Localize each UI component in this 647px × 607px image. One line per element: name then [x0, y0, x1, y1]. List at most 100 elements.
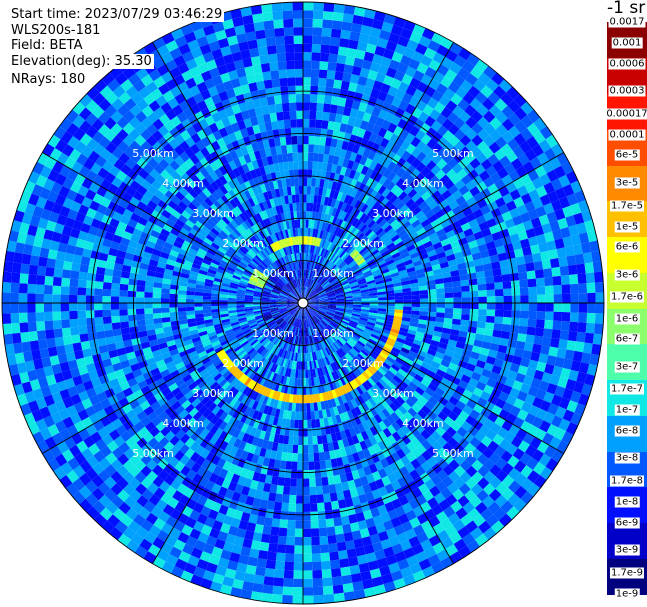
data-cell [349, 248, 358, 257]
data-cell [303, 2, 314, 11]
data-cell [453, 117, 466, 130]
data-cell [400, 139, 411, 151]
data-cell [326, 70, 336, 80]
data-cell [310, 77, 319, 87]
data-cell [500, 92, 514, 106]
data-cell [303, 144, 309, 153]
data-cell [371, 124, 382, 135]
data-cell [318, 519, 327, 529]
data-cell [303, 135, 309, 145]
data-cell [478, 170, 491, 182]
data-cell [316, 494, 324, 504]
data-cell [321, 569, 332, 579]
data-cell [359, 284, 368, 289]
data-cell [381, 249, 390, 258]
data-cell [319, 460, 327, 470]
data-cell [408, 381, 418, 391]
data-cell [265, 559, 276, 570]
data-cell [470, 110, 484, 123]
data-cell [102, 303, 111, 310]
data-cell [303, 60, 312, 70]
data-cell [337, 260, 346, 269]
data-cell [373, 162, 383, 173]
data-cell [376, 318, 385, 324]
data-cell [335, 291, 344, 295]
data-cell [342, 13, 354, 24]
data-cell [536, 294, 546, 303]
data-cell [365, 196, 374, 206]
data-cell [336, 300, 345, 302]
data-cell [404, 224, 414, 233]
data-cell [303, 102, 310, 111]
data-cell [35, 303, 44, 313]
data-cell [375, 241, 385, 249]
data-cell [369, 27, 382, 38]
data-cell [344, 307, 353, 310]
data-cell [327, 306, 337, 309]
data-cell [549, 156, 562, 170]
data-cell [322, 318, 330, 325]
data-cell [401, 376, 412, 386]
data-cell [279, 460, 287, 470]
data-cell [545, 294, 554, 303]
data-cell [378, 303, 387, 306]
data-cell [380, 197, 389, 207]
data-cell [328, 543, 338, 553]
data-cell [315, 246, 320, 255]
data-cell [512, 215, 523, 226]
data-cell [464, 151, 476, 164]
data-cell [309, 280, 314, 288]
data-cell [336, 306, 345, 309]
data-cell [313, 594, 324, 604]
data-cell [485, 240, 496, 250]
data-cell [340, 211, 347, 221]
data-cell [489, 476, 502, 489]
data-cell [414, 399, 425, 410]
data-cell [310, 306, 319, 311]
data-cell [413, 413, 424, 424]
data-cell [119, 296, 128, 303]
data-cell [551, 394, 563, 407]
data-cell [400, 232, 410, 241]
data-cell [304, 244, 308, 253]
data-cell [535, 408, 548, 421]
data-cell [483, 470, 496, 484]
data-cell [315, 314, 322, 321]
data-cell [263, 576, 275, 586]
data-cell [321, 221, 327, 231]
data-cell [584, 220, 596, 233]
data-cell [423, 240, 433, 249]
data-cell [381, 375, 390, 385]
data-cell [541, 372, 553, 384]
data-cell [296, 486, 303, 496]
data-cell [324, 240, 331, 250]
data-cell [401, 150, 412, 161]
data-cell [520, 193, 533, 205]
data-cell [487, 501, 501, 515]
data-cell [416, 227, 427, 237]
data-cell [546, 355, 557, 366]
data-cell [317, 291, 326, 296]
data-cell [428, 365, 439, 374]
data-cell [472, 208, 484, 219]
data-cell [381, 348, 390, 357]
data-cell [392, 197, 402, 207]
data-cell [318, 308, 327, 312]
data-cell [405, 336, 415, 344]
data-cell [343, 289, 352, 293]
data-cell [285, 460, 292, 470]
data-cell [440, 56, 454, 70]
data-cell [307, 288, 313, 297]
data-cell [411, 343, 421, 350]
data-cell [249, 548, 260, 559]
data-cell [319, 305, 328, 308]
data-cell [306, 394, 310, 404]
data-cell [501, 105, 515, 119]
data-cell [340, 80, 350, 91]
data-cell [336, 326, 345, 333]
data-cell [27, 321, 37, 332]
data-cell [454, 140, 466, 152]
data-cell [202, 299, 212, 303]
data-cell [538, 353, 549, 364]
data-cell [420, 166, 431, 177]
